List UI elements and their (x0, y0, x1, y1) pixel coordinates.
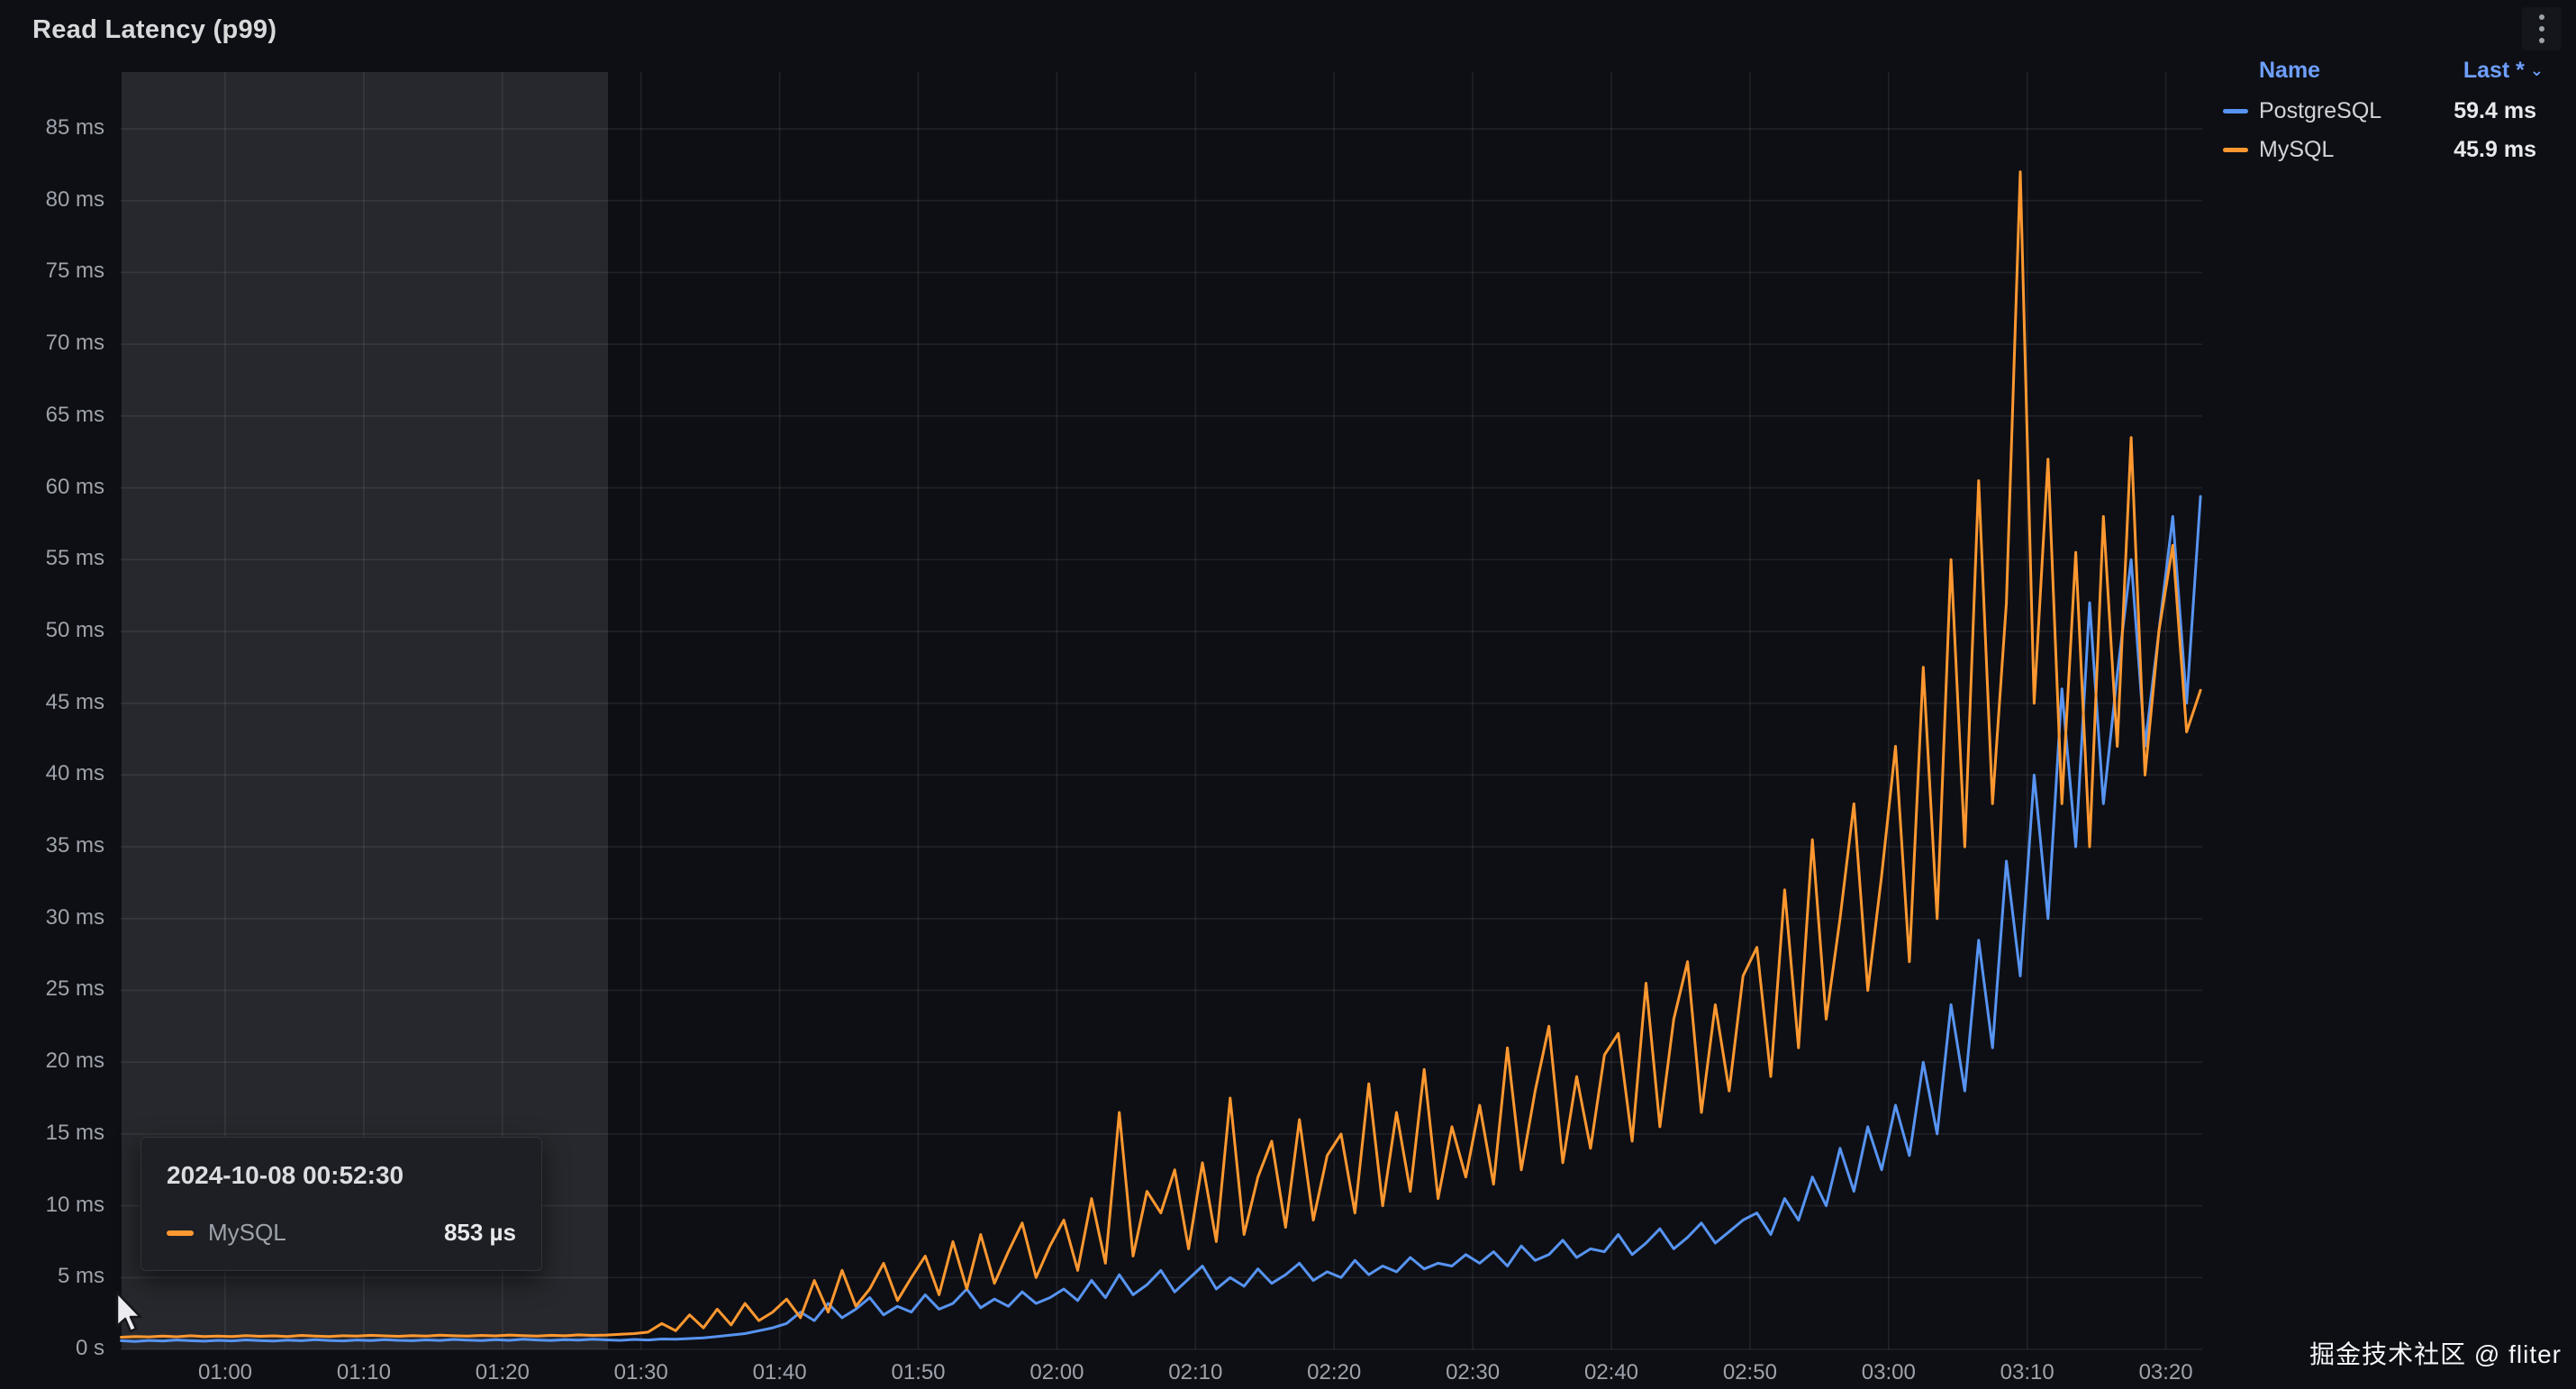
x-axis-tick-label: 01:40 (752, 1360, 807, 1384)
series-color-dash-icon (167, 1230, 194, 1236)
legend-series-name[interactable]: PostgreSQL (2259, 98, 2382, 123)
tooltip-series-value: 853 µs (443, 1219, 516, 1246)
sort-caret-down-icon[interactable]: ⌄ (2529, 61, 2544, 79)
y-axis-tick-label: 5 ms (57, 1264, 104, 1289)
x-axis-tick-label: 01:00 (197, 1360, 253, 1384)
legend-header: Name Last * ⌄ (2223, 58, 2549, 84)
selection-region (121, 72, 608, 1349)
x-axis-tick-label: 01:30 (613, 1360, 668, 1384)
y-axis-tick-label: 35 ms (45, 833, 104, 858)
tooltip-series-name: MySQL (208, 1219, 286, 1246)
watermark: 掘金技术社区 @ fliter (2309, 1340, 2562, 1368)
chart-tooltip: 2024-10-08 00:52:30 MySQL 853 µs (141, 1137, 542, 1271)
x-axis-tick-label: 03:10 (2000, 1360, 2054, 1384)
x-axis-tick-label: 02:30 (1446, 1360, 1501, 1384)
series-color-dash-icon (2223, 148, 2248, 152)
tooltip-series-row: MySQL 853 µs (167, 1219, 516, 1247)
legend-series-name[interactable]: MySQL (2259, 137, 2335, 162)
y-axis-tick-label: 10 ms (45, 1192, 104, 1217)
y-axis-tick-label: 25 ms (45, 976, 104, 1002)
y-axis-tick-label: 75 ms (45, 259, 104, 284)
y-axis-tick-label: 85 ms (45, 115, 104, 140)
y-axis-tick-label: 70 ms (45, 331, 104, 356)
y-axis-tick-label: 45 ms (45, 689, 104, 714)
x-axis-tick-label: 01:10 (336, 1360, 391, 1384)
legend-header-name[interactable]: Name (2259, 58, 2321, 83)
y-axis-tick-label: 65 ms (45, 402, 104, 427)
y-axis-tick-label: 0 s (75, 1336, 104, 1360)
x-axis-tick-label: 02:40 (1583, 1360, 1639, 1384)
y-axis-tick-label: 20 ms (45, 1049, 104, 1074)
x-axis-tick-label: 02:00 (1029, 1360, 1084, 1384)
x-axis-tick-label: 03:00 (1861, 1360, 1916, 1384)
y-axis-tick-label: 30 ms (45, 904, 104, 930)
panel-header: Read Latency (p99) (0, 0, 2576, 50)
legend-row-postgresql[interactable]: PostgreSQL 59.4 ms (2223, 98, 2549, 124)
x-axis-tick-label: 01:50 (891, 1360, 946, 1384)
x-axis-tick-label: 01:20 (475, 1360, 530, 1384)
legend-series-value: 59.4 ms (2454, 98, 2536, 123)
y-axis-tick-label: 15 ms (45, 1120, 104, 1145)
tooltip-timestamp: 2024-10-08 00:52:30 (167, 1161, 404, 1189)
mouse-cursor-icon (115, 1291, 142, 1333)
x-axis-tick-label: 02:50 (1722, 1360, 1777, 1384)
y-axis-tick-label: 50 ms (45, 617, 104, 642)
x-axis-tick-label: 03:20 (2138, 1360, 2193, 1384)
series-color-dash-icon (2223, 109, 2248, 113)
x-axis-tick-label: 02:20 (1307, 1360, 1362, 1384)
x-axis-tick-label: 02:10 (1168, 1360, 1223, 1384)
legend-series-value: 45.9 ms (2454, 137, 2536, 162)
y-axis-tick-label: 55 ms (45, 546, 104, 571)
y-axis-tick-label: 60 ms (45, 474, 104, 499)
y-axis-tick-label: 40 ms (45, 761, 104, 786)
y-axis-tick-label: 80 ms (45, 186, 104, 212)
panel-menu-kebab-icon[interactable] (2522, 7, 2562, 50)
legend-row-mysql[interactable]: MySQL 45.9 ms (2223, 137, 2549, 163)
legend: Name Last * ⌄ PostgreSQL 59.4 ms MySQL 4… (2223, 58, 2549, 176)
legend-header-last[interactable]: Last * (2463, 58, 2525, 83)
panel-title: Read Latency (p99) (32, 14, 277, 44)
